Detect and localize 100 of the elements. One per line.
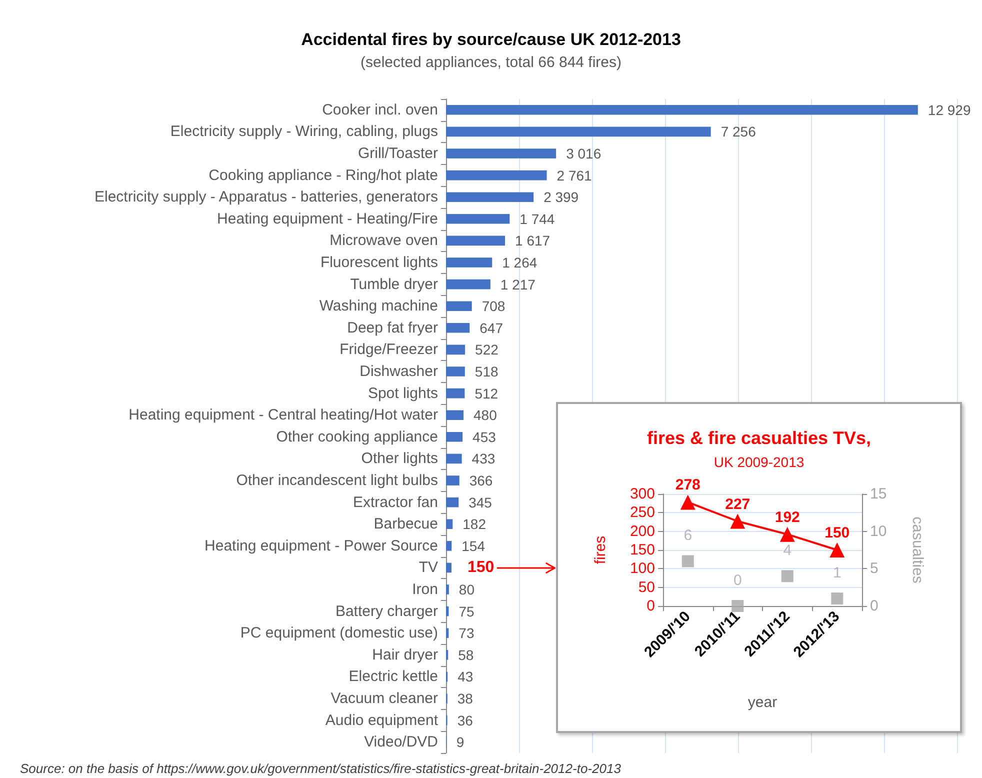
data-label: 1 744: [520, 210, 555, 227]
data-label: 366: [469, 472, 493, 488]
bar: [446, 410, 464, 420]
y-tick-label: Other incandescent light bulbs: [236, 472, 438, 489]
y-tick-label: Other cooking appliance: [276, 428, 438, 446]
bar: [446, 258, 492, 268]
data-label: 182: [462, 516, 486, 532]
y-tick-label: Battery charger: [335, 602, 438, 620]
y-tick-label: Cooker incl. oven: [322, 101, 438, 118]
bar: [446, 236, 506, 246]
chart-subtitle: (selected appliances, total 66 844 fires): [360, 54, 622, 71]
annotation: 150: [467, 559, 494, 576]
bar: [446, 148, 556, 158]
point: [730, 514, 746, 529]
y-tick-label: 250: [630, 504, 655, 522]
y-tick-label: Heating equipment - Power Source: [204, 537, 438, 554]
data-label: 522: [475, 342, 499, 358]
y-tick-label: Washing machine: [319, 298, 438, 315]
y-tick-label: Iron: [412, 581, 438, 598]
bar: [446, 126, 711, 137]
y-tick-label: 150: [630, 542, 655, 558]
chart-title: Accidental fires by source/cause UK 2012-2013: [301, 30, 681, 49]
y-tick-label: 50: [638, 578, 655, 596]
y-tick-label: Cooking appliance - Ring/hot plate: [208, 166, 438, 184]
y-tick-label: 0: [646, 598, 655, 614]
bar: [446, 584, 449, 594]
point: [680, 494, 696, 510]
point: [831, 592, 844, 605]
y-tick-label: Tumble dryer: [350, 276, 438, 293]
y-tick-label: Extractor fan: [352, 494, 438, 511]
y-tick-label: Video/DVD: [364, 734, 438, 751]
bar: [446, 562, 452, 573]
y-axis-title: fires: [592, 536, 609, 564]
data-label: 192: [774, 508, 800, 526]
data-label: 38: [457, 690, 474, 706]
point: [682, 555, 694, 568]
data-label: 1: [832, 564, 842, 582]
data-label: 433: [472, 450, 496, 467]
data-label: 4: [783, 542, 792, 560]
point: [780, 526, 795, 542]
y-tick-label: 300: [630, 486, 655, 502]
data-label: 12 929: [928, 102, 971, 118]
x-axis-title: year: [748, 694, 778, 711]
data-label: 227: [725, 496, 750, 513]
y-tick-label: 200: [630, 522, 655, 540]
data-label: 58: [458, 646, 474, 663]
y2-tick-label: 15: [870, 486, 887, 502]
data-label: 150: [824, 524, 850, 542]
y-tick-label: Deep fat fryer: [347, 319, 438, 336]
point: [781, 570, 794, 582]
data-label: 1 617: [515, 232, 550, 249]
bar: [446, 104, 918, 115]
bar: [446, 322, 470, 333]
point: [732, 600, 744, 612]
y-tick-label: Audio equipment: [325, 712, 439, 729]
y-tick-label: Fridge/Freezer: [340, 341, 438, 358]
data-label: 3 016: [566, 146, 602, 162]
bar: [446, 192, 534, 202]
y-tick-label: Barbecue: [374, 516, 438, 533]
bar: [446, 497, 459, 508]
data-label: 7 256: [720, 124, 756, 140]
y-tick-label: Vacuum cleaner: [330, 690, 438, 707]
y-tick-label: 100: [630, 560, 655, 578]
data-label: 9: [456, 734, 464, 750]
data-label: 2 761: [556, 167, 592, 184]
data-label: 512: [474, 385, 498, 402]
y-tick-label: Microwave oven: [330, 232, 438, 250]
bar: [446, 170, 547, 180]
y-tick-label: Spot lights: [368, 384, 438, 402]
bar: [446, 366, 465, 376]
data-label: 1 217: [500, 276, 536, 292]
data-label: 154: [462, 538, 486, 554]
bar: [446, 214, 510, 224]
data-label: 2 399: [544, 189, 579, 206]
y-tick-label: Grill/Toaster: [358, 145, 438, 162]
point: [830, 542, 845, 558]
y-tick-label: Fluorescent lights: [320, 254, 438, 271]
data-label: 480: [474, 407, 498, 424]
y-tick-label: Heating equipment - Central heating/Hot water: [128, 406, 438, 424]
y2-tick-label: 0: [870, 598, 878, 614]
y-tick-label: Hair dryer: [372, 646, 438, 664]
bar: [446, 628, 449, 638]
data-label: 6: [684, 527, 692, 544]
bar: [446, 344, 466, 355]
bar: [446, 540, 452, 551]
y-tick-label: Other lights: [361, 450, 438, 468]
y2-tick-label: 10: [870, 522, 887, 540]
y-tick-label: Electricity supply - Wiring, cabling, plugs: [170, 123, 438, 140]
data-label: 75: [458, 603, 475, 620]
y-tick-label: Electric kettle: [348, 668, 438, 686]
y2-tick-label: 5: [870, 560, 878, 578]
data-label: 518: [474, 364, 498, 380]
data-label: 708: [482, 298, 506, 314]
data-label: 0: [733, 572, 742, 589]
chart-title: fires & fire casualties TVs,: [646, 428, 872, 448]
bar: [446, 476, 460, 486]
y-tick-label: Heating equipment - Heating/Fire: [217, 210, 438, 228]
bar: [446, 279, 490, 290]
chart-subtitle: UK 2009-2013: [714, 454, 804, 470]
bar: [446, 301, 472, 312]
